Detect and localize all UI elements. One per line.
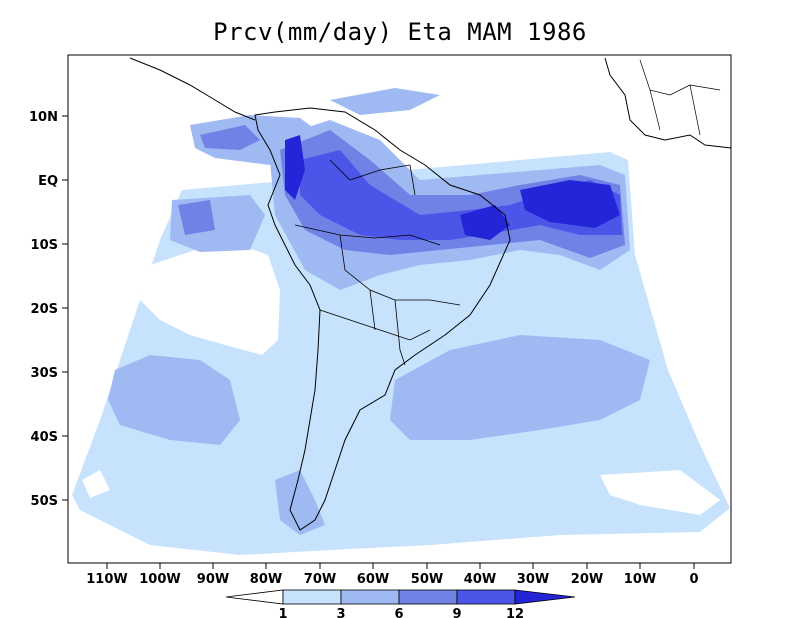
colorbar-label-1: 1	[278, 607, 287, 618]
y-label-10s: 10S	[31, 238, 58, 253]
colorbar-label-12: 12	[506, 607, 524, 618]
colorbar-bin-over	[514, 589, 576, 605]
extreme-core-coast	[460, 205, 510, 240]
extreme-core-atlantic	[520, 180, 620, 228]
y-label-10n: 10N	[29, 110, 58, 125]
moderate-band-patagonia	[275, 470, 325, 535]
y-label-eq: EQ	[38, 174, 58, 189]
map-title: Prcv(mm/day) Eta MAM 1986	[213, 18, 587, 46]
x-label-40w: 40W	[464, 572, 496, 587]
dry-patch-south	[600, 470, 720, 515]
africa-coastline	[604, 57, 731, 149]
moderate-band-caribbean	[330, 88, 440, 115]
colorbar-bin-under	[225, 589, 284, 605]
moderate-band-southeast-pacific	[108, 355, 240, 445]
heavy-patch-pacific-north	[200, 125, 260, 150]
y-label-40s: 40S	[31, 430, 58, 445]
x-label-90w: 90W	[197, 572, 229, 587]
dry-patch-southwest	[82, 470, 110, 498]
x-label-30w: 30W	[517, 572, 549, 587]
colorbar-bin-1-3	[282, 589, 342, 605]
plot-frame	[67, 54, 732, 564]
y-axis: 10N EQ 10S 20S 30S 40S 50S	[29, 110, 68, 509]
country-borders	[294, 159, 461, 366]
x-label-0: 0	[689, 572, 698, 587]
africa-borders	[639, 59, 721, 136]
colorbar-bin-9-12	[456, 589, 516, 605]
x-label-20w: 20W	[571, 572, 603, 587]
x-label-110w: 110W	[86, 572, 127, 587]
x-label-50w: 50W	[411, 572, 443, 587]
x-label-100w: 100W	[139, 572, 180, 587]
dry-patch-pacific	[140, 245, 280, 355]
south-america-coastline	[254, 107, 511, 531]
colorbar-label-3: 3	[336, 607, 345, 618]
x-axis: 110W 100W 90W 80W 70W 60W 50W 40W 30W 20…	[86, 563, 699, 587]
precip-field	[72, 57, 731, 555]
heavy-patch-east-pacific	[178, 200, 215, 235]
moderate-band-south-atlantic	[390, 335, 650, 440]
colorbar: 1 3 6 9 12	[225, 589, 576, 618]
colorbar-bin-6-9	[398, 589, 458, 605]
y-label-20s: 20S	[31, 302, 58, 317]
colorbar-label-9: 9	[452, 607, 461, 618]
extreme-core-andes	[285, 135, 305, 200]
x-label-70w: 70W	[304, 572, 336, 587]
x-label-60w: 60W	[357, 572, 389, 587]
colorbar-label-6: 6	[394, 607, 403, 618]
y-label-50s: 50S	[31, 494, 58, 509]
x-label-10w: 10W	[624, 572, 656, 587]
x-label-80w: 80W	[250, 572, 282, 587]
colorbar-bin-3-6	[340, 589, 400, 605]
central-america-coastline	[129, 57, 256, 121]
y-label-30s: 30S	[31, 366, 58, 381]
